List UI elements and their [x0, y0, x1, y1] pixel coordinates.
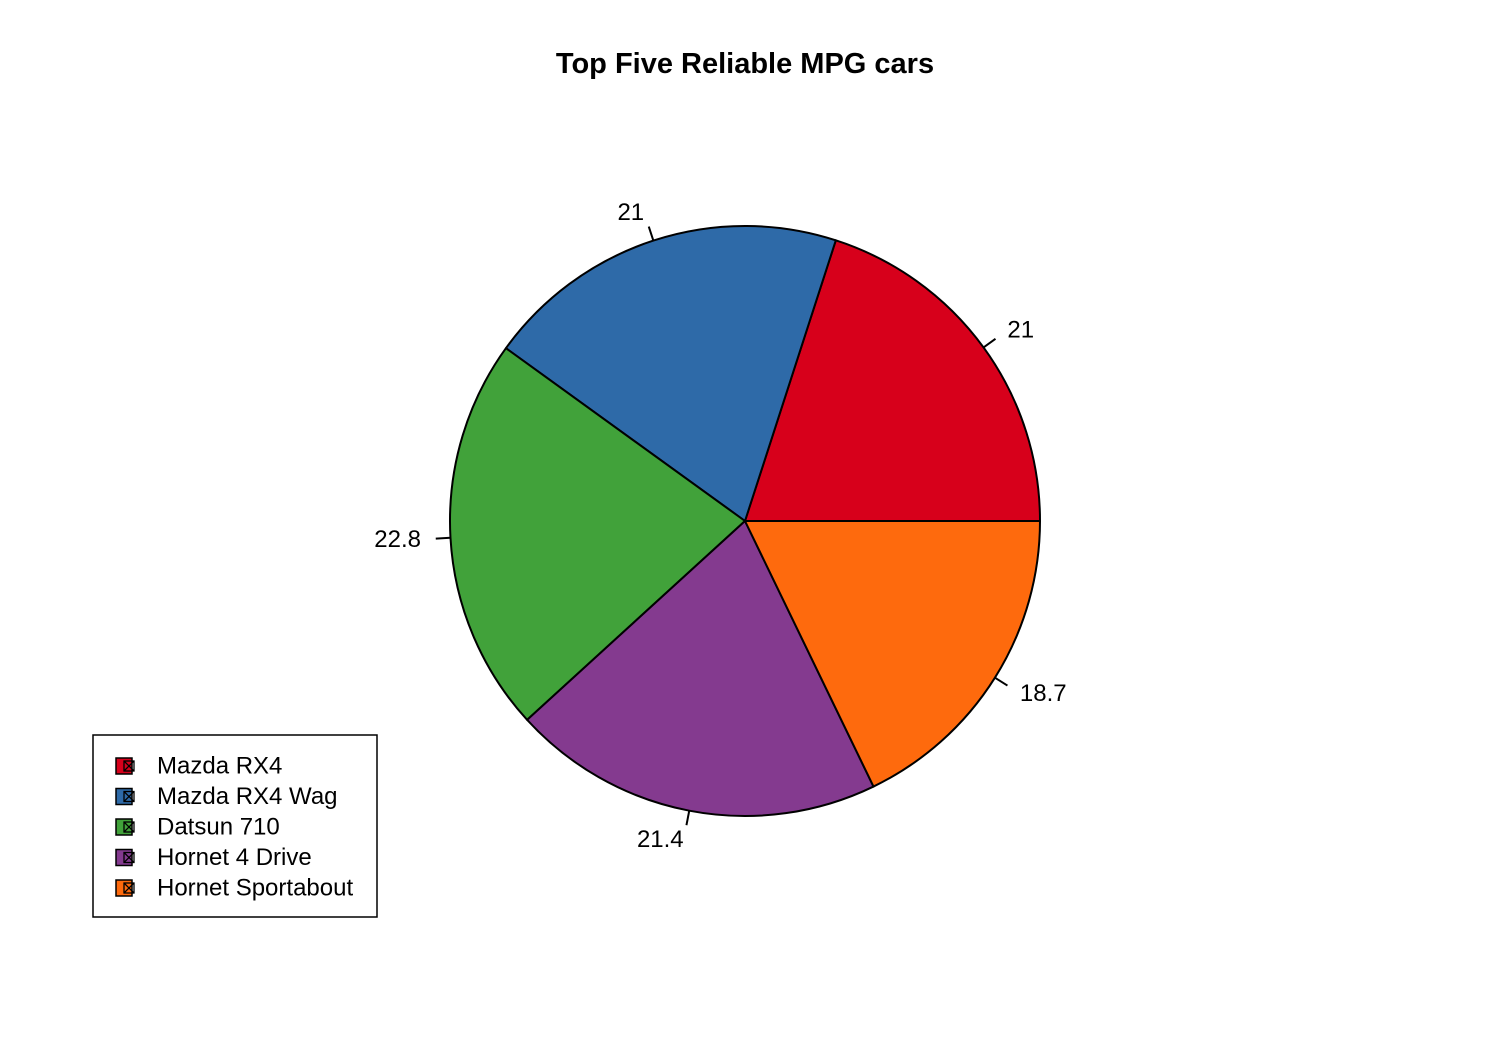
legend-marker-2 [123, 790, 135, 803]
legend-item-4: Hornet 4 Drive [115, 844, 312, 871]
pie-slice-4 [526, 520, 875, 817]
slice-label-tick-2 [647, 226, 655, 241]
legend-marker-3 [123, 821, 135, 833]
legend-label-5: Hornet Sportabout [157, 875, 353, 902]
slice-label-tick-1 [982, 337, 997, 349]
legend-label-4: Hornet 4 Drive [157, 844, 312, 871]
legend-item-2: Mazda RX4 Wag [115, 783, 338, 810]
slice-label-ticks [435, 226, 1008, 826]
slice-value-label-5: 18.7 [1020, 680, 1067, 707]
legend-items: Mazda RX4 Mazda RX4 Wag Datsun 710 Hornet 4… [115, 753, 353, 902]
slice-value-label-2: 21 [617, 199, 644, 226]
pie-slices [449, 225, 1041, 817]
legend-box [92, 734, 378, 918]
legend-label-2: Mazda RX4 Wag [157, 783, 338, 810]
legend-marker-1 [123, 760, 135, 772]
chart-title: Top Five Reliable MPG cars [556, 48, 934, 80]
pie-slice-3 [449, 347, 746, 721]
slice-label-tick-3 [435, 536, 451, 540]
legend-marker-5 [123, 882, 135, 894]
legend-item-1: Mazda RX4 [115, 753, 282, 780]
slice-value-label-1: 21 [1007, 317, 1034, 344]
legend-marker-4 [123, 851, 135, 864]
slice-label-tick-4 [685, 810, 691, 826]
slice-labels: 21 21 22.8 21.4 18.7 [374, 199, 1066, 853]
legend-label-1: Mazda RX4 [157, 753, 282, 780]
slice-value-label-4: 21.4 [637, 826, 684, 853]
slice-label-tick-5 [994, 676, 1008, 687]
legend-item-5: Hornet Sportabout [115, 875, 353, 902]
legend: Mazda RX4 Mazda RX4 Wag Datsun 710 Hornet 4… [92, 734, 378, 918]
legend-item-3: Datsun 710 [115, 814, 280, 841]
legend-label-3: Datsun 710 [157, 814, 280, 841]
slice-value-label-3: 22.8 [374, 526, 421, 553]
